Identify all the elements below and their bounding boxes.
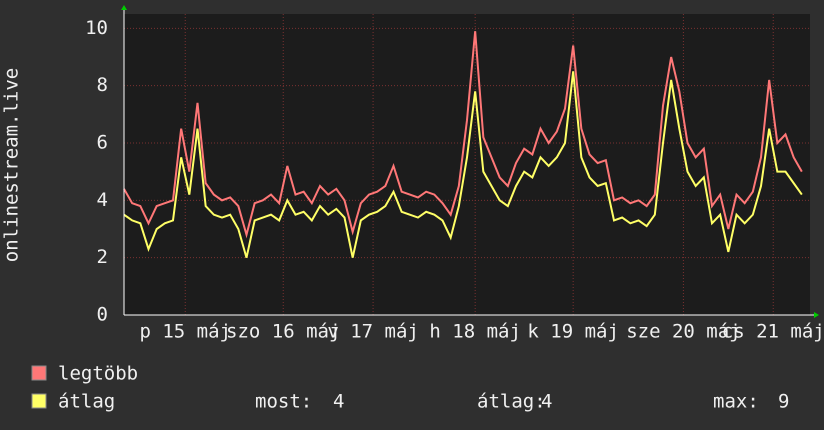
axis-arrow	[814, 312, 819, 318]
y-tick-label: 0	[97, 304, 108, 326]
series-line	[123, 71, 803, 258]
series-line	[123, 31, 803, 239]
y-tick-label: 2	[97, 246, 108, 268]
legend-swatch	[31, 393, 47, 409]
legend-label: átlag	[58, 391, 115, 413]
x-tick-label: cs 21 máj	[722, 321, 824, 343]
plot-area	[124, 14, 810, 315]
y-tick-label: 6	[97, 132, 108, 154]
x-tick-label: szo 16 máj	[226, 321, 340, 343]
x-tick-label: k 19 máj	[527, 321, 619, 343]
stat-value: 4	[333, 391, 344, 413]
stat-value: 9	[778, 391, 789, 413]
x-tick-label: sze 20 máj	[626, 321, 740, 343]
x-tick-label: p 15 máj	[139, 321, 231, 343]
stat-label: átlag:	[477, 391, 546, 413]
stat-value: 4	[541, 391, 552, 413]
stat-label: most:	[255, 391, 312, 413]
y-axis-label: onlinestream.live	[1, 68, 23, 262]
y-tick-label: 4	[97, 189, 108, 211]
axis-arrow	[121, 5, 127, 10]
stat-label: max:	[713, 391, 759, 413]
legend-swatch	[31, 365, 47, 381]
x-tick-label: v 17 máj	[327, 321, 419, 343]
y-tick-label: 8	[97, 74, 108, 96]
x-tick-label: h 18 máj	[429, 321, 521, 343]
legend-label: legtöbb	[58, 363, 138, 385]
y-tick-label: 10	[85, 17, 108, 39]
